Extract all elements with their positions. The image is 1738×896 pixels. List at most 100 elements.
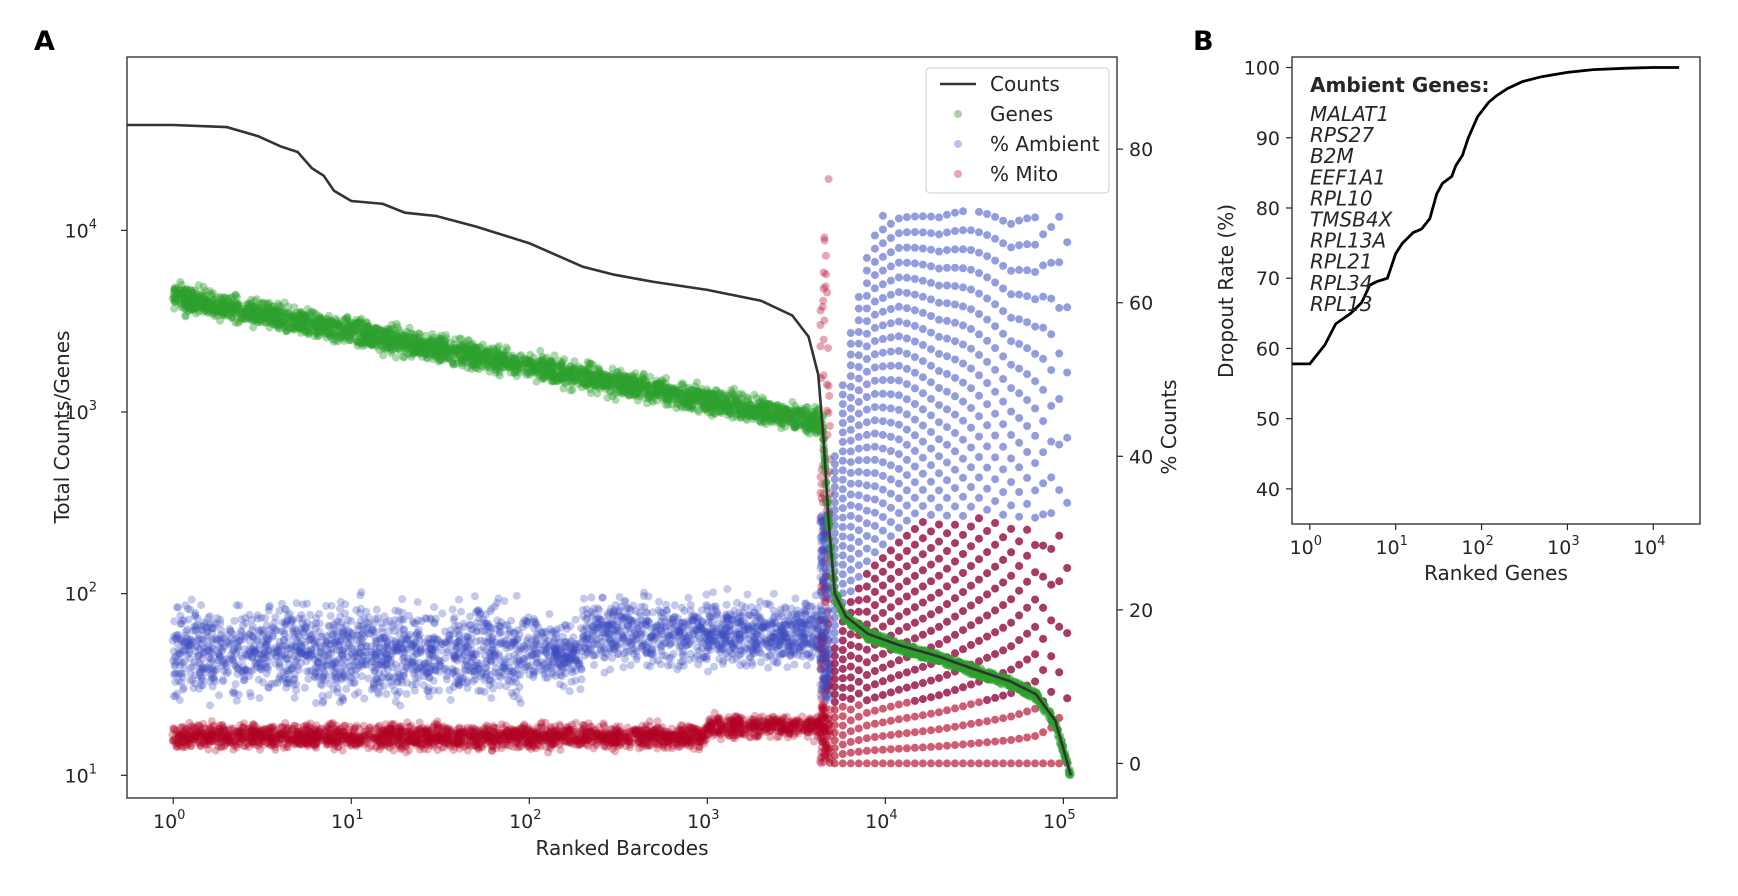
%-ambient-point: [701, 652, 710, 661]
%-ambient-point: [388, 663, 397, 672]
%-ambient-point: [411, 680, 420, 689]
%-ambient-point: [284, 667, 293, 676]
%-ambient-point: [195, 665, 204, 674]
%-ambient-point: [451, 679, 460, 688]
%-ambient-point: [275, 674, 283, 683]
%-ambient-point: [756, 597, 764, 606]
%-ambient-point: [431, 643, 440, 652]
%-ambient-point: [298, 619, 307, 628]
%-ambient-point: [509, 692, 518, 701]
%-ambient-point: [665, 654, 673, 663]
%-ambient-point: [206, 701, 214, 710]
%-ambient-point: [473, 627, 481, 636]
%-ambient-point: [678, 625, 687, 634]
%-ambient-point: [814, 617, 823, 625]
%-ambient-point: [212, 620, 221, 629]
%-ambient-point: [424, 684, 433, 693]
%-ambient-point: [193, 643, 202, 652]
%-ambient-point: [281, 620, 290, 629]
%-ambient-point: [499, 639, 508, 648]
%-ambient-point: [202, 623, 211, 632]
%-ambient-point: [354, 688, 363, 697]
%-ambient-point: [511, 628, 520, 637]
%-ambient-point: [287, 617, 296, 626]
%-ambient-point: [369, 682, 378, 691]
panel-label-a: A: [34, 26, 55, 57]
%-ambient-point: [379, 640, 388, 649]
%-mito-point: [608, 744, 617, 753]
%-ambient-point: [728, 656, 737, 665]
%-ambient-point: [779, 631, 788, 640]
%-ambient-point: [247, 667, 255, 676]
%-ambient-point: [579, 606, 587, 614]
%-ambient-point: [545, 657, 554, 665]
%-ambient-point: [548, 627, 557, 636]
%-ambient-point: [613, 626, 622, 635]
%-ambient-point: [702, 590, 711, 599]
%-ambient-point: [449, 668, 458, 677]
%-ambient-point: [547, 629, 556, 638]
%-ambient-point: [231, 680, 240, 689]
%-ambient-point: [809, 632, 818, 641]
%-mito-point: [742, 725, 751, 734]
%-ambient-point: [579, 594, 588, 603]
%-ambient-point: [362, 607, 371, 616]
%-ambient-point: [775, 634, 784, 643]
%-ambient-point: [659, 639, 668, 648]
%-ambient-point: [290, 624, 299, 633]
%-mito-point: [497, 720, 506, 729]
%-ambient-point: [455, 637, 463, 646]
%-ambient-point: [791, 638, 800, 647]
%-ambient-point: [425, 655, 434, 664]
%-ambient-point: [710, 633, 719, 642]
%-ambient-point: [431, 666, 440, 675]
%-ambient-point: [605, 620, 614, 629]
%-ambient-point: [398, 595, 407, 603]
%-ambient-point: [411, 644, 420, 653]
%-ambient-point: [297, 643, 306, 652]
%-mito-point: [689, 725, 698, 734]
%-ambient-point: [717, 639, 726, 648]
%-ambient-point: [790, 630, 799, 639]
%-ambient-point: [541, 641, 550, 650]
%-ambient-point: [495, 650, 504, 659]
%-ambient-point: [603, 625, 612, 634]
%-ambient-point: [200, 647, 209, 656]
%-ambient-point: [751, 639, 760, 648]
%-ambient-point: [609, 610, 618, 619]
%-ambient-point: [786, 649, 795, 658]
%-ambient-point: [772, 652, 781, 661]
%-ambient-point: [684, 593, 693, 602]
%-ambient-point: [616, 602, 625, 611]
%-ambient-point: [532, 653, 541, 662]
%-ambient-point: [392, 646, 401, 655]
%-ambient-point: [303, 599, 312, 608]
%-ambient-point: [393, 644, 402, 653]
%-ambient-point: [595, 615, 604, 624]
%-ambient-point: [791, 594, 800, 603]
%-ambient-point: [172, 631, 181, 640]
%-ambient-point: [301, 641, 310, 650]
%-ambient-point: [244, 652, 253, 660]
%-mito-point: [710, 708, 719, 717]
%-ambient-point: [333, 632, 342, 641]
%-ambient-point: [502, 644, 511, 653]
%-ambient-point: [322, 632, 331, 641]
%-ambient-point: [265, 601, 274, 610]
%-ambient-point: [429, 676, 438, 685]
%-ambient-point: [642, 621, 651, 630]
%-ambient-point: [500, 597, 509, 606]
%-ambient-point: [336, 597, 345, 606]
%-mito-point: [677, 721, 685, 730]
%-ambient-point: [239, 662, 248, 671]
%-ambient-point: [670, 601, 679, 610]
%-ambient-point: [504, 629, 513, 638]
%-ambient-point: [271, 626, 280, 635]
%-ambient-point: [606, 604, 615, 613]
%-ambient-point: [790, 660, 799, 669]
%-ambient-point: [328, 659, 337, 668]
%-ambient-point: [220, 660, 229, 669]
%-ambient-point: [397, 662, 406, 671]
%-ambient-point: [459, 651, 467, 660]
%-ambient-point: [193, 652, 202, 661]
